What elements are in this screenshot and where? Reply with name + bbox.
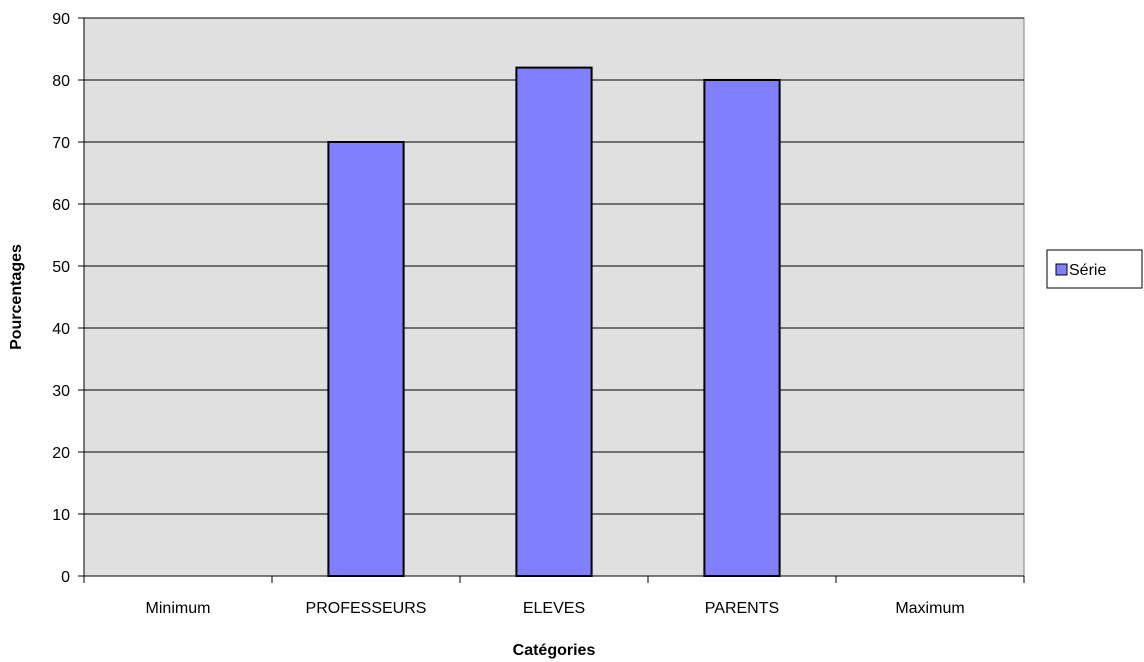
y-tick-label: 90 [52, 11, 70, 28]
y-tick-label: 70 [52, 135, 70, 152]
bar [515, 66, 593, 577]
x-tick-label: ELEVES [523, 600, 585, 617]
y-axis-title: Pourcentages [8, 244, 25, 350]
bar [703, 79, 781, 577]
x-tick-label: Minimum [146, 600, 211, 617]
legend: Série [1046, 249, 1143, 289]
legend-label: Série [1069, 262, 1106, 279]
axes [78, 17, 1025, 583]
x-tick-label: Maximum [895, 600, 964, 617]
y-tick-label: 60 [52, 197, 70, 214]
x-tick-labels: Minimum PROFESSEURS ELEVES PARENTS Maximum [146, 600, 965, 617]
y-tick-label: 50 [52, 259, 70, 276]
x-tick-label: PROFESSEURS [306, 600, 427, 617]
bars [327, 66, 781, 577]
y-tick-label: 10 [52, 507, 70, 524]
x-axis-title: Catégories [513, 642, 596, 659]
y-tick-label: 30 [52, 383, 70, 400]
y-tick-label: 20 [52, 445, 70, 462]
bar [327, 141, 405, 577]
legend-swatch [1055, 263, 1068, 276]
y-tick-label: 80 [52, 73, 70, 90]
y-tick-labels: 0 10 20 30 40 50 60 70 80 90 [52, 11, 70, 586]
x-tick-label: PARENTS [705, 600, 779, 617]
y-tick-label: 0 [61, 569, 70, 586]
y-tick-label: 40 [52, 321, 70, 338]
